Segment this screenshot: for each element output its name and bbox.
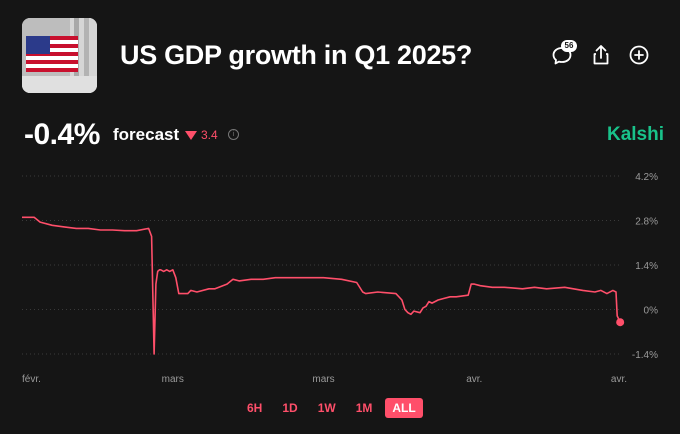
current-value-point <box>616 318 625 327</box>
time-range-selector: 6H 1D 1W 1M ALL <box>240 397 423 419</box>
range-button-6h[interactable]: 6H <box>247 401 263 415</box>
series-line <box>22 216 621 355</box>
market-thumbnail <box>22 18 97 93</box>
forecast-label: forecast <box>113 125 180 144</box>
forecast-change-value: 3.4 <box>201 128 218 142</box>
triangle-down-icon <box>185 130 197 140</box>
range-button-1d[interactable]: 1D <box>282 401 298 415</box>
comments-count-badge: 56 <box>561 40 577 52</box>
y-tick-label: 2.8% <box>635 217 658 228</box>
page-title: US GDP growth in Q1 2025? <box>120 40 473 70</box>
x-tick-label: avr. <box>611 374 627 385</box>
x-tick-label: mars <box>312 374 334 385</box>
y-tick-label: -1.4% <box>632 350 658 361</box>
us-flag-building-icon <box>22 18 97 93</box>
y-tick-label: 1.4% <box>635 261 658 272</box>
brand-logo: Kalshi <box>606 124 664 145</box>
y-tick-label: 0% <box>644 306 659 317</box>
info-icon[interactable]: i <box>228 129 239 140</box>
range-button-all[interactable]: ALL <box>385 398 423 418</box>
add-button[interactable] <box>626 42 652 68</box>
forecast-value: -0.4% <box>24 118 100 151</box>
comments-button[interactable] <box>549 42 575 68</box>
share-icon <box>593 45 609 65</box>
comment-icon <box>552 47 572 65</box>
x-tick-label: mars <box>162 374 184 385</box>
x-tick-label: avr. <box>466 374 482 385</box>
x-tick-label: févr. <box>22 374 41 385</box>
price-chart[interactable]: 4.2% 2.8% 1.4% 0% -1.4% févr. mars mars avr. avr. <box>0 160 680 388</box>
forecast-change: 3.4 <box>185 128 218 142</box>
range-button-1m[interactable]: 1M <box>355 401 373 415</box>
share-button[interactable] <box>588 42 614 68</box>
y-tick-label: 4.2% <box>635 172 658 183</box>
plus-circle-icon <box>629 45 649 65</box>
range-button-1w[interactable]: 1W <box>317 401 336 415</box>
